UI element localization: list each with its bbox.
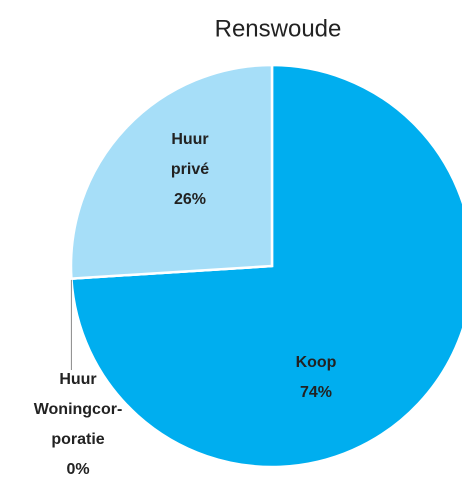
slice-label: Huur Woningcor-poratie 0% bbox=[28, 365, 128, 479]
slice-label: Koop 74% bbox=[271, 348, 361, 408]
slice-value: 74% bbox=[299, 384, 333, 401]
pie-slice bbox=[70, 63, 462, 469]
pie-slice bbox=[69, 63, 274, 280]
slice-category: Huur privé bbox=[170, 131, 210, 178]
slice-category: Koop bbox=[295, 354, 337, 371]
slice-value: 0% bbox=[66, 461, 90, 478]
slice-category: Huur Woningcor-poratie bbox=[33, 371, 123, 448]
chart-title: Renswoude bbox=[215, 15, 342, 42]
slice-label: Huur privé 26% bbox=[160, 125, 220, 215]
slice-value: 26% bbox=[173, 191, 207, 208]
